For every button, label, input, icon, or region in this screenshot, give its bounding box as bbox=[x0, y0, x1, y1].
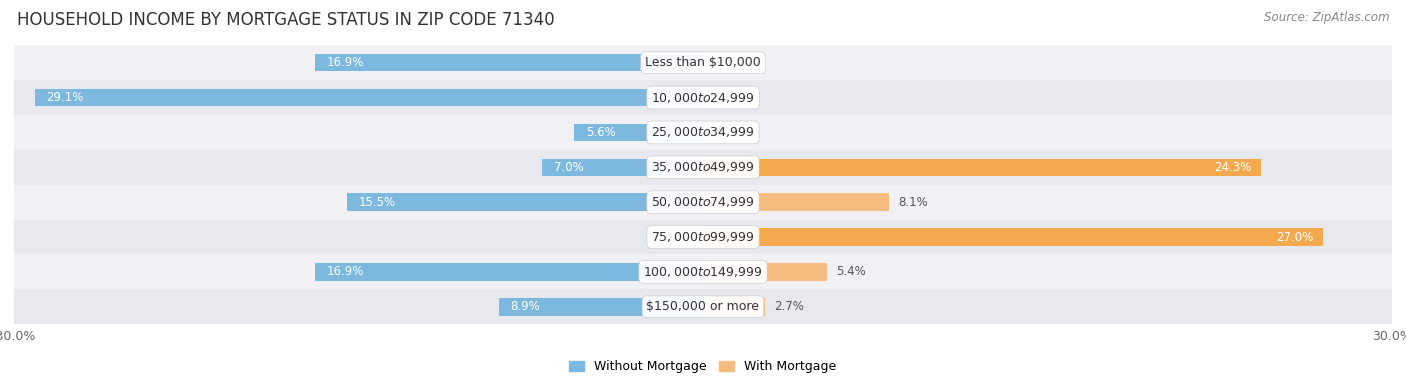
Text: $150,000 or more: $150,000 or more bbox=[647, 300, 759, 313]
Bar bbox=[703, 228, 1323, 246]
Bar bbox=[543, 159, 703, 176]
Text: 0.0%: 0.0% bbox=[713, 91, 742, 104]
Text: Less than $10,000: Less than $10,000 bbox=[645, 56, 761, 69]
Text: 5.6%: 5.6% bbox=[586, 126, 616, 139]
Text: 0.0%: 0.0% bbox=[664, 231, 693, 244]
Bar bbox=[14, 219, 1392, 254]
Text: Source: ZipAtlas.com: Source: ZipAtlas.com bbox=[1264, 11, 1389, 24]
Legend: Without Mortgage, With Mortgage: Without Mortgage, With Mortgage bbox=[562, 354, 844, 377]
Text: 8.1%: 8.1% bbox=[898, 196, 928, 208]
Bar bbox=[14, 185, 1392, 219]
Bar bbox=[14, 45, 1392, 80]
Text: 15.5%: 15.5% bbox=[359, 196, 395, 208]
Text: 2.7%: 2.7% bbox=[775, 300, 804, 313]
Text: 0.0%: 0.0% bbox=[713, 56, 742, 69]
Text: 27.0%: 27.0% bbox=[1277, 231, 1313, 244]
Bar bbox=[315, 54, 703, 71]
Text: 29.1%: 29.1% bbox=[46, 91, 83, 104]
Bar bbox=[703, 298, 765, 316]
Bar bbox=[347, 193, 703, 211]
Text: 24.3%: 24.3% bbox=[1215, 161, 1251, 174]
Text: 8.9%: 8.9% bbox=[510, 300, 540, 313]
Text: $35,000 to $49,999: $35,000 to $49,999 bbox=[651, 160, 755, 174]
Text: 0.0%: 0.0% bbox=[713, 126, 742, 139]
Bar bbox=[499, 298, 703, 316]
Text: 5.4%: 5.4% bbox=[837, 265, 866, 278]
Bar bbox=[14, 150, 1392, 185]
Text: 16.9%: 16.9% bbox=[326, 265, 364, 278]
Bar bbox=[14, 254, 1392, 290]
Bar bbox=[575, 124, 703, 141]
Bar bbox=[14, 80, 1392, 115]
Text: $50,000 to $74,999: $50,000 to $74,999 bbox=[651, 195, 755, 209]
Text: $100,000 to $149,999: $100,000 to $149,999 bbox=[644, 265, 762, 279]
Text: $10,000 to $24,999: $10,000 to $24,999 bbox=[651, 90, 755, 104]
Bar bbox=[315, 263, 703, 280]
Text: $25,000 to $34,999: $25,000 to $34,999 bbox=[651, 126, 755, 139]
Text: HOUSEHOLD INCOME BY MORTGAGE STATUS IN ZIP CODE 71340: HOUSEHOLD INCOME BY MORTGAGE STATUS IN Z… bbox=[17, 11, 554, 29]
Bar bbox=[14, 115, 1392, 150]
Text: $75,000 to $99,999: $75,000 to $99,999 bbox=[651, 230, 755, 244]
Bar bbox=[14, 290, 1392, 324]
Text: 7.0%: 7.0% bbox=[554, 161, 583, 174]
Bar bbox=[703, 159, 1261, 176]
Bar bbox=[703, 263, 827, 280]
Bar bbox=[703, 193, 889, 211]
Bar bbox=[35, 89, 703, 106]
Text: 16.9%: 16.9% bbox=[326, 56, 364, 69]
